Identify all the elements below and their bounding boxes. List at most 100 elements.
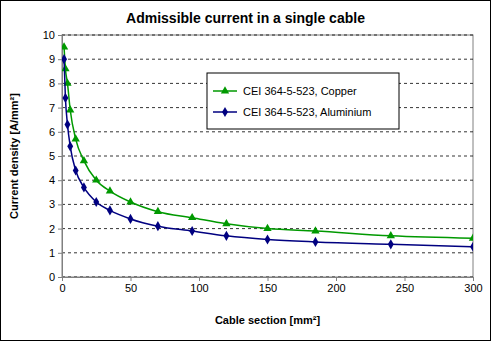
tick-label: 300 bbox=[464, 282, 482, 294]
tick-mark bbox=[62, 277, 63, 281]
grid-line bbox=[62, 180, 473, 181]
marker bbox=[107, 205, 113, 215]
marker bbox=[188, 213, 196, 220]
tick: 8 bbox=[49, 77, 62, 89]
plot: 012345678910050100150200250300 bbox=[43, 29, 483, 294]
tick-label: 8 bbox=[49, 77, 55, 89]
tick: 0 bbox=[59, 277, 65, 294]
tick-mark bbox=[58, 35, 62, 36]
x-axis-title: Cable section [mm²] bbox=[215, 314, 320, 326]
tick-mark bbox=[473, 277, 474, 281]
marker bbox=[265, 234, 271, 244]
tick-label: 200 bbox=[327, 282, 345, 294]
tick-label: 4 bbox=[49, 174, 55, 186]
tick-mark bbox=[58, 277, 62, 278]
tick: 150 bbox=[259, 277, 277, 294]
tick-label: 6 bbox=[49, 126, 55, 138]
marker bbox=[223, 231, 229, 241]
grid-line bbox=[62, 204, 473, 205]
series-line bbox=[64, 59, 473, 247]
series-line bbox=[64, 47, 473, 238]
tick-mark bbox=[58, 132, 62, 133]
tick-label: 10 bbox=[43, 29, 55, 41]
tick: 3 bbox=[49, 198, 62, 210]
marker bbox=[67, 141, 73, 151]
tick: 100 bbox=[190, 277, 208, 294]
grid-line bbox=[62, 131, 473, 132]
tick-mark bbox=[199, 277, 200, 281]
marker bbox=[72, 134, 80, 141]
tick-label: 7 bbox=[49, 102, 55, 114]
marks bbox=[62, 42, 473, 252]
tick: 7 bbox=[49, 102, 62, 114]
grid bbox=[62, 35, 473, 277]
chart: 012345678910050100150200250300Admissible… bbox=[0, 0, 491, 341]
tick: 250 bbox=[396, 277, 414, 294]
tick: 300 bbox=[464, 277, 482, 294]
marker bbox=[189, 226, 195, 236]
legend-marker bbox=[222, 107, 228, 117]
tick: 50 bbox=[125, 277, 137, 294]
tick: 4 bbox=[49, 174, 62, 186]
marker bbox=[311, 226, 319, 233]
title: Admissible current in a single cable bbox=[126, 10, 365, 26]
marker bbox=[128, 214, 134, 224]
tick-label: 250 bbox=[396, 282, 414, 294]
tick-mark bbox=[58, 253, 62, 254]
tick-label: 150 bbox=[259, 282, 277, 294]
tick-mark bbox=[58, 108, 62, 109]
axis-line bbox=[63, 278, 474, 282]
y-axis: 0 1 2 3 4 5 6 7 8 9 10 bbox=[43, 29, 63, 283]
marker bbox=[469, 233, 473, 240]
marker bbox=[92, 175, 100, 182]
marker bbox=[93, 197, 99, 207]
tick: 200 bbox=[327, 277, 345, 294]
legend-box bbox=[207, 73, 399, 129]
tick-label: 2 bbox=[49, 223, 55, 235]
tick-mark bbox=[58, 180, 62, 181]
marker bbox=[126, 197, 134, 204]
tick-label: 1 bbox=[49, 247, 55, 259]
marker bbox=[470, 242, 473, 252]
tick-mark bbox=[268, 277, 269, 281]
legend: CEI 364-5-523, CopperCEI 364-5-523, Alum… bbox=[207, 73, 399, 129]
chart-frame bbox=[1, 1, 491, 341]
tick: 6 bbox=[49, 126, 62, 138]
grid-line bbox=[62, 59, 473, 60]
marker bbox=[155, 221, 161, 231]
tick: 5 bbox=[49, 150, 62, 162]
axis-line bbox=[58, 36, 63, 278]
marker bbox=[66, 105, 74, 112]
tick-mark bbox=[336, 277, 337, 281]
marker bbox=[62, 54, 67, 64]
marker bbox=[73, 165, 79, 175]
tick-mark bbox=[58, 59, 62, 60]
marker bbox=[62, 42, 68, 49]
marker bbox=[106, 186, 114, 193]
legend-label: CEI 364-5-523, Copper bbox=[243, 85, 357, 97]
tick-label: 0 bbox=[59, 282, 65, 294]
marker bbox=[62, 93, 68, 103]
tick-mark bbox=[58, 229, 62, 230]
tick-mark bbox=[58, 204, 62, 205]
grid-line bbox=[62, 252, 473, 253]
plot-frame bbox=[62, 35, 473, 277]
y-axis-title: Current density [A/mm²] bbox=[8, 93, 20, 219]
tick-mark bbox=[131, 277, 132, 281]
tick-label: 100 bbox=[190, 282, 208, 294]
marker bbox=[313, 237, 319, 247]
marker bbox=[387, 231, 395, 238]
tick: 10 bbox=[43, 29, 62, 41]
tick-label: 5 bbox=[49, 150, 55, 162]
x-axis: 0 50 100 150 200 250 300 bbox=[59, 277, 482, 294]
marker bbox=[388, 239, 394, 249]
marker bbox=[62, 64, 70, 71]
marker bbox=[222, 219, 230, 226]
legend-marker bbox=[221, 86, 229, 93]
marker bbox=[263, 224, 271, 231]
tick-label: 0 bbox=[49, 271, 55, 283]
tick-mark bbox=[58, 83, 62, 84]
marker bbox=[65, 119, 71, 129]
tick: 2 bbox=[49, 223, 62, 235]
tick: 9 bbox=[49, 53, 62, 65]
